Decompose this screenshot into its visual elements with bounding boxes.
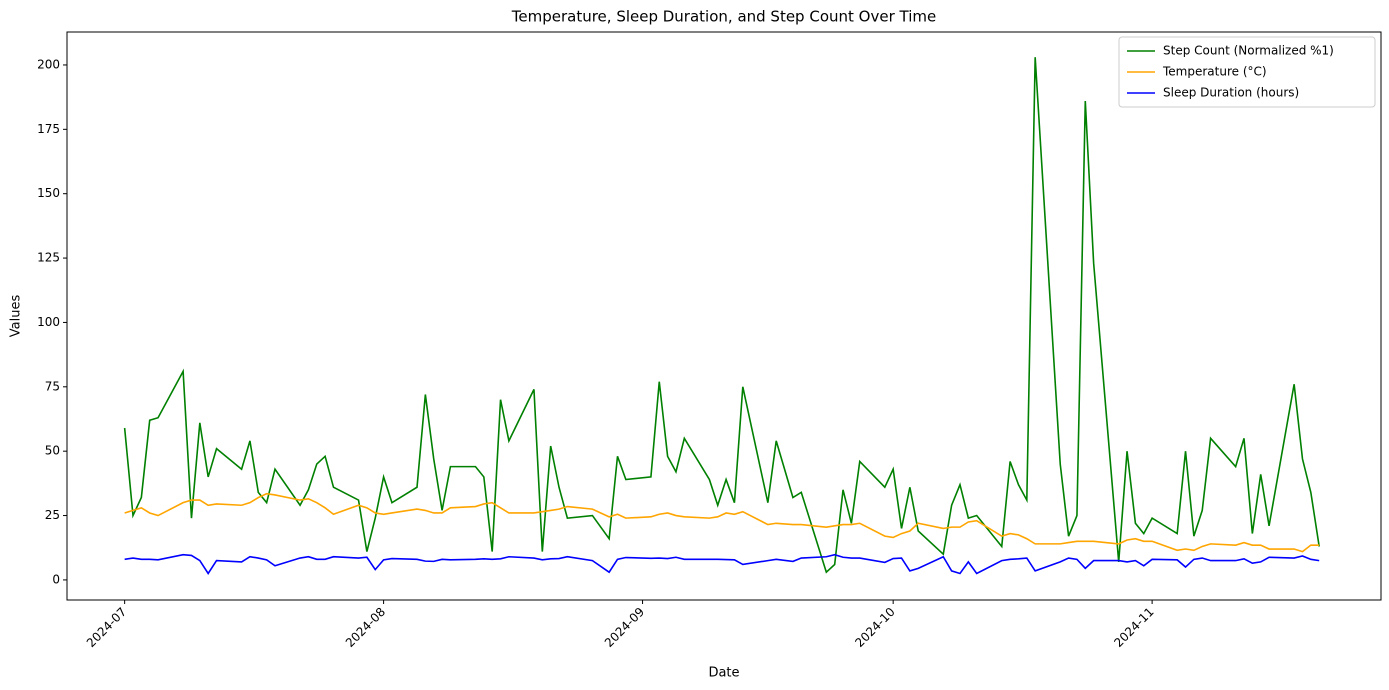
y-tick-label: 50 — [45, 444, 60, 458]
legend-label: Temperature (°C) — [1162, 65, 1267, 79]
legend-label: Sleep Duration (hours) — [1163, 86, 1299, 100]
y-tick-label: 25 — [45, 508, 60, 522]
y-tick-label: 150 — [37, 186, 60, 200]
y-tick-label: 75 — [45, 379, 60, 393]
legend-box — [1118, 36, 1376, 108]
y-tick-label: 200 — [37, 57, 60, 71]
y-tick-label: 0 — [52, 572, 60, 586]
series-line — [124, 492, 1320, 553]
y-tick-label: 125 — [37, 251, 60, 265]
y-tick-label: 175 — [37, 122, 60, 136]
x-tick-label: 2024-10 — [852, 605, 897, 650]
x-tick-label: 2024-11 — [1111, 605, 1156, 650]
legend-label: Step Count (Normalized %1) — [1163, 44, 1334, 58]
x-tick-label: 2024-07 — [84, 605, 129, 650]
y-axis-label: Values — [9, 295, 24, 338]
x-tick-label: 2024-08 — [343, 605, 388, 650]
series-line — [124, 553, 1320, 575]
x-tick-label: 2024-09 — [602, 605, 647, 650]
chart-title: Temperature, Sleep Duration, and Step Co… — [511, 8, 936, 26]
series-line — [123, 57, 1320, 574]
y-tick-label: 100 — [37, 315, 60, 329]
x-axis-label: Date — [708, 666, 739, 681]
plot-frame — [66, 31, 1382, 601]
